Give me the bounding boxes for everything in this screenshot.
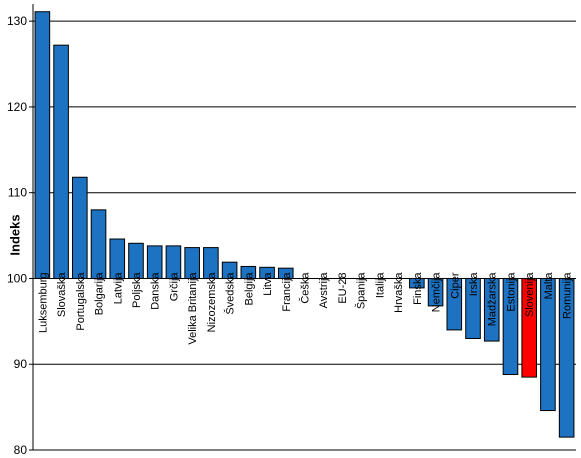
category-label: Slovaška bbox=[56, 272, 68, 318]
category-label: Francija bbox=[281, 272, 293, 312]
bar bbox=[446, 277, 463, 331]
bar bbox=[521, 277, 537, 378]
category-label: Belgija bbox=[243, 272, 255, 306]
category-label: Romunija bbox=[562, 272, 574, 319]
category-label: Latvija bbox=[112, 272, 124, 305]
category-label: EU-28 bbox=[337, 272, 349, 303]
category-label: Portugalska bbox=[75, 272, 87, 331]
category-label: Grčija bbox=[168, 272, 180, 302]
bar bbox=[146, 245, 163, 279]
category-label: Avstrija bbox=[318, 272, 330, 309]
bar bbox=[221, 261, 238, 279]
category-label: Švedska bbox=[224, 272, 237, 315]
category-label: Španija bbox=[355, 272, 368, 310]
category-label: Slovenija bbox=[524, 272, 536, 318]
bar bbox=[109, 238, 126, 279]
category-label: Malta bbox=[543, 272, 555, 300]
bar bbox=[165, 245, 182, 279]
category-label: Ciper bbox=[449, 272, 461, 299]
category-label: Estonija bbox=[505, 272, 517, 312]
category-label: Finska bbox=[412, 272, 424, 305]
bar bbox=[409, 277, 425, 289]
bar bbox=[128, 242, 144, 279]
y-tick-label: 110 bbox=[8, 186, 27, 200]
bar bbox=[540, 277, 556, 412]
y-tick-label: 80 bbox=[14, 443, 28, 457]
bar bbox=[483, 277, 500, 342]
y-tick-label: 100 bbox=[7, 271, 27, 285]
bar bbox=[240, 265, 257, 279]
category-label: Italija bbox=[374, 272, 386, 299]
bar bbox=[277, 267, 294, 279]
category-label: Danska bbox=[150, 272, 162, 310]
y-tick-label: 90 bbox=[14, 357, 28, 371]
category-label: Nemčija bbox=[431, 272, 443, 313]
category-label: Velika Britanija bbox=[187, 272, 199, 345]
bar bbox=[259, 266, 275, 279]
category-label: Nizozemska bbox=[206, 272, 218, 333]
category-label: Litva bbox=[262, 272, 274, 296]
bar bbox=[90, 209, 107, 279]
bar bbox=[558, 277, 575, 438]
category-label: Hrvaška bbox=[393, 272, 405, 313]
bar bbox=[184, 247, 200, 279]
category-label: Irska bbox=[468, 272, 480, 297]
bar bbox=[34, 11, 51, 279]
category-label: Poljska bbox=[131, 272, 143, 308]
bar bbox=[427, 277, 444, 307]
bar bbox=[53, 44, 69, 279]
category-label: Luksemburg bbox=[37, 272, 49, 333]
bar bbox=[203, 247, 219, 279]
category-label: Bolgarija bbox=[94, 272, 106, 316]
bar bbox=[465, 277, 481, 340]
y-tick-label: 130 bbox=[7, 14, 27, 28]
category-label: Madžarska bbox=[487, 272, 499, 327]
y-tick-label: 120 bbox=[7, 100, 27, 114]
bar bbox=[502, 277, 519, 376]
bar bbox=[72, 176, 88, 279]
category-label: Češka bbox=[299, 272, 312, 304]
